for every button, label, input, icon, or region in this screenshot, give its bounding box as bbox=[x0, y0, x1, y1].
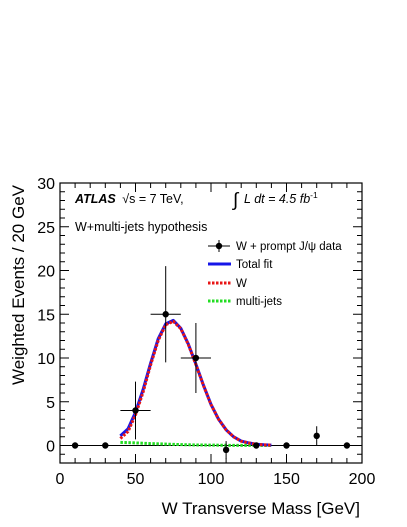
y-tick-label: 10 bbox=[37, 351, 55, 368]
data-marker bbox=[71, 442, 79, 449]
y-tick-label: 5 bbox=[46, 395, 55, 412]
svg-text:ATLAS √s = 7 TeV,: ATLAS √s = 7 TeV, bbox=[74, 192, 184, 206]
data-marker bbox=[162, 311, 169, 318]
data-point bbox=[102, 442, 109, 449]
legend-label-multijets: multi-jets bbox=[236, 296, 282, 308]
lumi-label: L dt = 4.5 fb bbox=[244, 192, 310, 206]
data-point bbox=[180, 323, 211, 393]
legend-entry-data: W + prompt J/ψ data bbox=[208, 240, 342, 253]
data-point bbox=[343, 442, 351, 449]
data-marker bbox=[192, 354, 200, 362]
data-point bbox=[71, 442, 79, 449]
experiment-label: ATLAS bbox=[74, 192, 116, 206]
lumi-exponent: -1 bbox=[310, 190, 318, 200]
legend-entry-total-fit: Total fit bbox=[208, 259, 273, 271]
hypothesis-label: W+multi-jets hypothesis bbox=[75, 220, 207, 234]
y-tick-label: 20 bbox=[37, 264, 55, 281]
data-marker bbox=[253, 442, 260, 449]
data-marker bbox=[313, 432, 320, 440]
x-tick-label: 0 bbox=[56, 471, 65, 488]
legend-label-data: W + prompt J/ψ data bbox=[236, 241, 342, 253]
data-point bbox=[313, 426, 320, 446]
data-marker bbox=[343, 442, 351, 449]
data-point bbox=[120, 381, 151, 440]
y-tick-label: 30 bbox=[37, 176, 55, 193]
data-marker bbox=[102, 442, 109, 449]
data-point bbox=[283, 442, 290, 449]
legend: W + prompt J/ψ data Total fit W multi-je… bbox=[208, 240, 342, 308]
y-tick-label: 15 bbox=[37, 307, 55, 324]
y-axis-title: Weighted Events / 20 GeV bbox=[9, 184, 28, 385]
atlas-label: ATLAS √s = 7 TeV, ∫ L dt = 4.5 fb-1 W+mu… bbox=[74, 190, 318, 234]
x-tick-label: 150 bbox=[273, 471, 300, 488]
y-tick-label: 0 bbox=[46, 439, 55, 456]
integral-sign: ∫ bbox=[232, 190, 240, 211]
tick-labels: 0 50 100 150 200 0 5 10 15 20 25 30 bbox=[37, 176, 375, 488]
x-tick-label: 100 bbox=[198, 471, 225, 488]
multijets-curve bbox=[120, 440, 272, 447]
data-marker bbox=[283, 442, 290, 449]
svg-text:L dt = 4.5 fb-1: L dt = 4.5 fb-1 bbox=[244, 190, 318, 206]
axis-ticks bbox=[59, 182, 363, 464]
y-tick-label: 25 bbox=[37, 220, 55, 237]
legend-label-w: W bbox=[236, 278, 247, 290]
data-point bbox=[150, 266, 181, 363]
x-tick-label: 200 bbox=[349, 471, 376, 488]
legend-entry-w: W bbox=[208, 278, 247, 290]
data-marker bbox=[222, 446, 230, 454]
x-axis-title: W Transverse Mass [GeV] bbox=[162, 499, 360, 518]
data-point bbox=[222, 441, 230, 459]
x-tick-label: 50 bbox=[127, 471, 145, 488]
data-points bbox=[71, 266, 351, 459]
data-marker bbox=[132, 407, 139, 414]
data-point bbox=[253, 442, 260, 449]
plot-frame bbox=[59, 182, 363, 464]
legend-entry-multijets: multi-jets bbox=[208, 296, 282, 308]
legend-label-total-fit: Total fit bbox=[236, 259, 273, 271]
energy-label: √s = 7 TeV, bbox=[122, 192, 183, 206]
